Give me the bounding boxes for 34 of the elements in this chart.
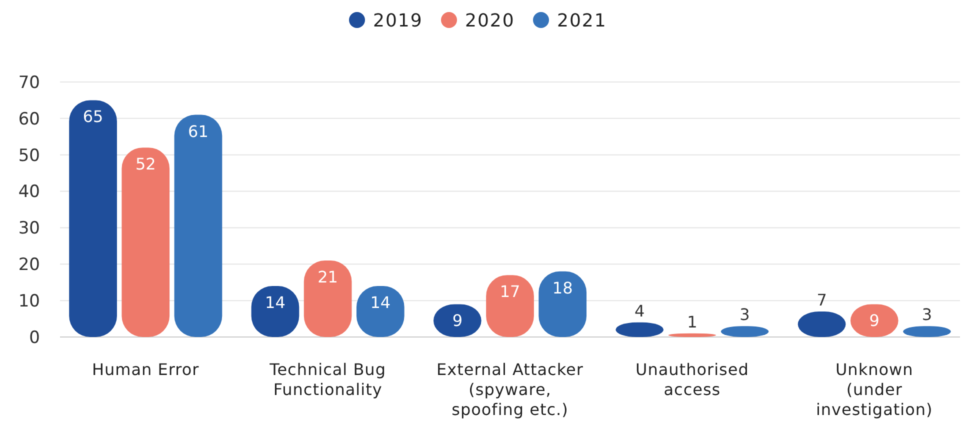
bar [122,148,170,337]
legend-label: 2021 [557,10,607,32]
data-label: 52 [135,154,156,174]
y-tick-label: 50 [18,146,40,166]
data-label: 18 [552,278,573,298]
data-label: 61 [188,122,208,141]
data-label: 21 [318,268,338,286]
data-label: 3 [922,305,932,324]
y-tick-label: 20 [18,255,40,276]
data-label: 65 [82,107,104,126]
x-tick-label: Unauthorised access [636,360,749,399]
data-label: 9 [869,311,880,330]
y-tick-label: 60 [18,109,40,130]
legend-label: 2020 [465,10,515,32]
data-label: 9 [452,311,463,330]
x-tick-label: External Attacker (spyware, spoofing etc.) [436,360,584,419]
data-label: 1 [687,312,698,332]
data-label: 14 [370,293,391,312]
data-label: 4 [634,301,645,320]
data-label: 14 [265,293,286,312]
y-tick-label: 10 [18,292,40,312]
y-tick-label: 40 [18,182,40,202]
bar [69,100,117,337]
y-tick-label: 70 [18,72,40,93]
x-tick-label: Human Error [92,360,200,379]
data-label: 3 [740,305,750,324]
data-label: 7 [816,290,827,310]
y-tick-label: 30 [18,218,40,239]
bar [174,114,222,337]
x-tick-label: Technical Bug Functionality [268,360,386,399]
y-tick-label: 0 [29,328,40,348]
x-tick-label: Unknown (under investigation) [816,360,933,419]
data-label: 17 [500,282,520,302]
legend-label: 2019 [373,10,423,32]
